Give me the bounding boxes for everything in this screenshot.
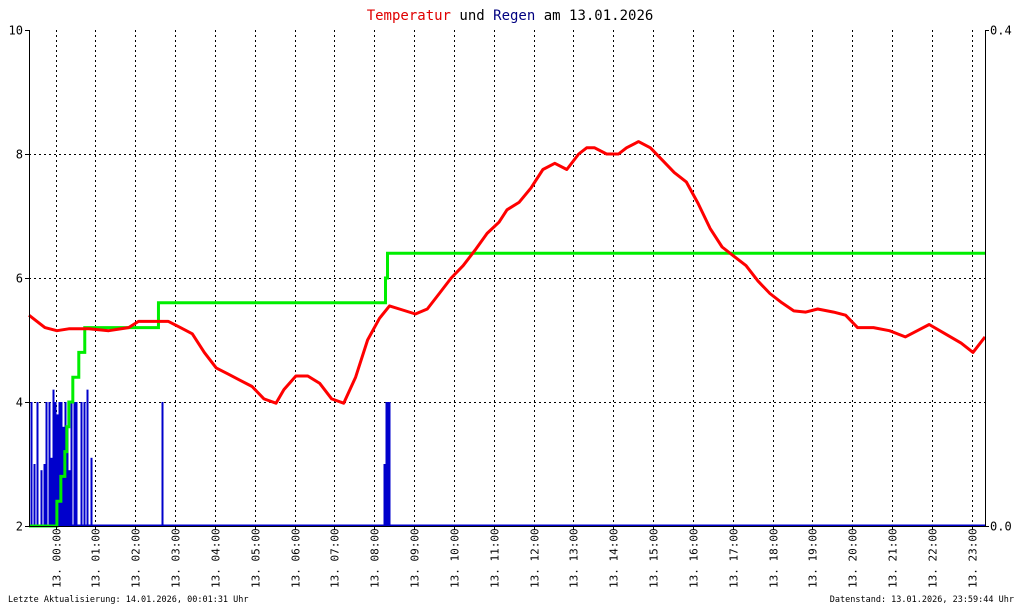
x-tick-label: 13. 04:00	[210, 528, 223, 588]
x-tick-label: 13. 13:00	[568, 528, 581, 588]
x-tick-label: 13. 22:00	[927, 528, 940, 588]
x-tick-label: 13. 23:00	[967, 528, 980, 588]
grid	[29, 30, 985, 526]
footer-data-status: Datenstand: 13.01.2026, 23:59:44 Uhr	[830, 595, 1014, 605]
x-tick-label: 13. 06:00	[290, 528, 303, 588]
x-tick-label: 13. 10:00	[449, 528, 462, 588]
title-part: Temperatur	[367, 8, 451, 24]
x-tick-label: 13. 17:00	[728, 528, 741, 588]
y-left-tick-label: 4	[16, 396, 23, 410]
title-part: und	[451, 8, 493, 24]
x-tick-label: 13. 14:00	[608, 528, 621, 588]
temperature-series	[28, 140, 987, 405]
x-tick-label: 13. 00:00	[51, 528, 64, 588]
y-left-tick-label: 10	[9, 24, 23, 38]
x-tick-label: 13. 20:00	[847, 528, 860, 588]
x-tick-label: 13. 15:00	[648, 528, 661, 588]
axes: 13. 00:00 13. 01:00 13. 02:00 13. 03:00 13. …	[9, 24, 1012, 589]
x-tick-label: 13. 05:00	[250, 528, 263, 588]
x-tick-label: 13. 02:00	[130, 528, 143, 588]
title-part: Regen	[493, 8, 535, 24]
x-tick-label: 13. 16:00	[688, 528, 701, 588]
y-left-tick-label: 6	[16, 272, 23, 286]
y-left-tick-label: 8	[16, 148, 23, 162]
y-right-tick-label: 0.4	[990, 24, 1012, 38]
x-tick-label: 13. 11:00	[489, 528, 502, 588]
x-tick-label: 13. 21:00	[887, 528, 900, 588]
x-tick-label: 13. 01:00	[90, 528, 103, 588]
chart-title: Temperatur und Regen am 13.01.2026	[367, 8, 654, 24]
x-tick-label: 13. 12:00	[529, 528, 542, 588]
x-tick-label: 13. 18:00	[768, 528, 781, 588]
temperature-line	[28, 140, 987, 405]
y-left-tick-label: 2	[16, 520, 23, 534]
x-tick-label: 13. 03:00	[170, 528, 183, 588]
y-right-tick-label: 0.0	[990, 520, 1012, 534]
footer-last-update: Letzte Aktualisierung: 14.01.2026, 00:01…	[8, 595, 249, 605]
x-tick-label: 13. 09:00	[409, 528, 422, 588]
rain-sum-series	[29, 251, 985, 528]
title-part: am 13.01.2026	[535, 8, 653, 24]
x-tick-label: 13. 19:00	[807, 528, 820, 588]
x-tick-label: 13. 08:00	[369, 528, 382, 588]
x-tick-label: 13. 07:00	[329, 528, 342, 588]
rain-sum-line	[29, 251, 985, 528]
